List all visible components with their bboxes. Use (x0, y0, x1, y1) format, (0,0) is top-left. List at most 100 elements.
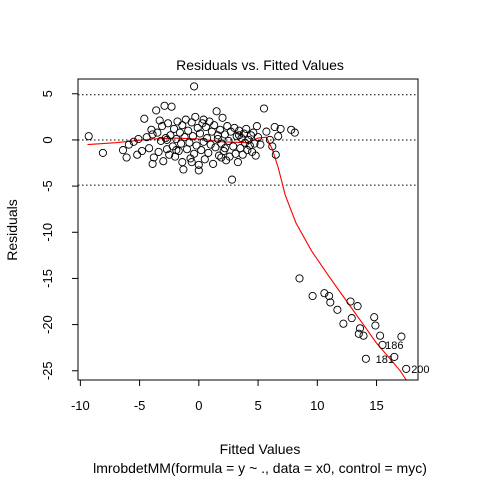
data-point (346, 297, 355, 306)
outlier-label: 181 (376, 354, 394, 366)
smooth-line (87, 136, 407, 381)
data-point (180, 133, 189, 142)
data-point (162, 135, 171, 144)
data-point (137, 146, 147, 156)
x-tick-label: -10 (71, 398, 90, 413)
data-point (192, 141, 201, 150)
data-point (402, 364, 411, 373)
data-point (177, 139, 186, 148)
data-point (252, 122, 261, 131)
data-point (235, 131, 244, 140)
data-point (153, 128, 162, 137)
data-point (148, 159, 157, 168)
data-point (249, 128, 258, 137)
data-point (190, 149, 199, 158)
data-point (159, 157, 168, 166)
data-point (217, 153, 226, 162)
data-point (256, 140, 265, 149)
data-point (244, 135, 253, 144)
data-point (122, 153, 131, 162)
data-point (290, 128, 299, 137)
data-point (197, 146, 206, 155)
data-point (220, 144, 229, 153)
data-point (276, 124, 285, 133)
data-point (201, 122, 210, 132)
data-point (218, 113, 227, 122)
data-point (156, 136, 165, 145)
data-point (187, 158, 196, 167)
x-tick-label: 5 (254, 398, 261, 413)
y-axis: 5 0 -5 -10 -15 -20 -25 (40, 90, 79, 380)
data-point (354, 329, 363, 338)
data-point (224, 136, 233, 145)
y-tick-label: -20 (40, 315, 55, 334)
data-point (376, 331, 385, 340)
x-tick-label: -5 (134, 398, 146, 413)
data-point (118, 146, 128, 155)
data-point (199, 115, 208, 124)
data-point (214, 151, 224, 160)
data-point (178, 158, 187, 167)
data-point (193, 123, 202, 132)
data-point (262, 127, 271, 136)
data-point (339, 319, 348, 328)
data-point (355, 324, 365, 333)
y-tick-label: -15 (40, 269, 55, 288)
x-tick-label: 10 (310, 398, 324, 413)
data-point (271, 150, 280, 159)
x-tick-label: 15 (369, 398, 383, 413)
data-point (211, 143, 220, 152)
data-point (185, 138, 194, 147)
data-point (242, 124, 251, 133)
outlier-labels: 186 181 200 (376, 340, 430, 376)
data-points (84, 82, 411, 373)
data-point (238, 150, 247, 159)
y-tick-label: -25 (40, 361, 55, 380)
data-point (371, 321, 380, 330)
y-tick-label: 0 (40, 136, 55, 143)
data-point (195, 129, 205, 138)
data-point (397, 332, 406, 341)
data-point (149, 153, 158, 162)
data-point (325, 291, 334, 301)
data-point (172, 134, 181, 144)
data-point (161, 134, 170, 143)
data-point (155, 116, 164, 125)
data-point (187, 118, 196, 127)
data-point (213, 131, 222, 140)
data-point (165, 150, 174, 159)
data-point (333, 305, 342, 314)
data-point (233, 158, 242, 167)
y-tick-label: -5 (40, 180, 55, 192)
data-point (152, 106, 161, 115)
data-point (84, 132, 93, 141)
data-point (251, 151, 260, 160)
y-tick-label: 5 (40, 90, 55, 97)
data-point (175, 128, 184, 137)
data-point (194, 166, 203, 175)
data-point (308, 291, 317, 301)
y-axis-label: Residuals (4, 199, 20, 260)
data-point (353, 302, 362, 311)
x-axis-label: Fitted Values (220, 441, 301, 457)
data-point (194, 160, 203, 169)
data-point (320, 289, 329, 298)
data-point (370, 313, 379, 322)
data-point (326, 298, 335, 307)
data-point (171, 152, 180, 161)
outlier-label: 200 (411, 364, 429, 376)
data-point (378, 340, 387, 349)
data-point (250, 139, 259, 148)
x-axis: -10 -5 0 5 10 15 (71, 379, 384, 413)
data-point (167, 102, 176, 111)
data-point (124, 140, 133, 149)
data-point (227, 175, 237, 184)
data-point (129, 137, 138, 146)
data-point (134, 134, 143, 144)
data-point (206, 140, 215, 149)
data-point (184, 126, 193, 135)
data-point (200, 155, 209, 164)
data-point (154, 147, 163, 156)
data-point (268, 142, 277, 151)
